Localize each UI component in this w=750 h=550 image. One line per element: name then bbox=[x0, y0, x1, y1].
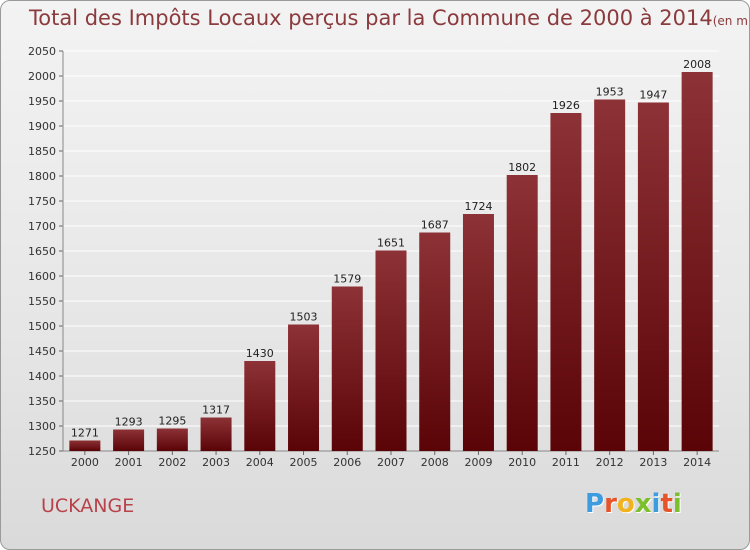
bar-2008 bbox=[419, 232, 451, 451]
x-tick-label: 2000 bbox=[71, 456, 99, 469]
bar-value-label: 1295 bbox=[158, 415, 186, 428]
bar-value-label: 1802 bbox=[508, 161, 536, 174]
bar-2013 bbox=[637, 102, 669, 451]
y-tick-label: 1800 bbox=[28, 170, 56, 183]
x-tick-label: 2007 bbox=[377, 456, 405, 469]
y-tick-label: 1650 bbox=[28, 245, 56, 258]
chart-title: Total des Impôts Locaux perçus par la Co… bbox=[29, 6, 750, 30]
logo-letter: i bbox=[651, 489, 661, 519]
y-tick-label: 1300 bbox=[28, 420, 56, 433]
bar-2003 bbox=[200, 417, 232, 451]
y-tick-label: 1500 bbox=[28, 320, 56, 333]
bar-2010 bbox=[506, 175, 538, 451]
x-tick-label: 2006 bbox=[333, 456, 361, 469]
bar-2000 bbox=[69, 440, 101, 451]
y-tick-label: 2000 bbox=[28, 70, 56, 83]
y-tick-label: 1250 bbox=[28, 445, 56, 458]
x-tick-label: 2014 bbox=[683, 456, 711, 469]
logo-letter: o bbox=[616, 489, 635, 519]
bar-value-label: 1579 bbox=[333, 273, 361, 286]
bar-value-label: 1953 bbox=[596, 86, 624, 99]
bar-value-label: 1687 bbox=[421, 219, 449, 232]
x-tick-label: 2004 bbox=[246, 456, 274, 469]
bar-2005 bbox=[288, 324, 320, 451]
bar-value-label: 1947 bbox=[639, 89, 667, 102]
y-tick-label: 1950 bbox=[28, 95, 56, 108]
bar-2007 bbox=[375, 250, 407, 451]
y-tick-label: 1850 bbox=[28, 145, 56, 158]
x-axis: 2000 2001 2002 2003 2004 2005 2006 2007 2008 2009… bbox=[71, 451, 711, 469]
bar-value-label: 1271 bbox=[71, 427, 99, 440]
chart-unit: (en milliers d'€) bbox=[712, 14, 750, 28]
bar-2012 bbox=[594, 99, 626, 451]
bar-2002 bbox=[156, 428, 188, 451]
bar-value-label: 1651 bbox=[377, 237, 405, 250]
x-tick-label: 2008 bbox=[421, 456, 449, 469]
x-tick-label: 2009 bbox=[464, 456, 492, 469]
x-tick-label: 2001 bbox=[115, 456, 143, 469]
y-tick-label: 1550 bbox=[28, 295, 56, 308]
bar-value-label: 1503 bbox=[290, 311, 318, 324]
x-tick-label: 2010 bbox=[508, 456, 536, 469]
bar-value-label: 1926 bbox=[552, 99, 580, 112]
y-tick-label: 1450 bbox=[28, 345, 56, 358]
x-tick-label: 2011 bbox=[552, 456, 580, 469]
y-tick-label: 1400 bbox=[28, 370, 56, 383]
x-tick-label: 2013 bbox=[639, 456, 667, 469]
logo-letter: x bbox=[634, 489, 652, 519]
bar-value-label: 1293 bbox=[115, 416, 143, 429]
logo-letter: r bbox=[604, 489, 617, 519]
x-tick-label: 2005 bbox=[290, 456, 318, 469]
bar-2001 bbox=[113, 429, 145, 451]
chart-title-text: Total des Impôts Locaux perçus par la Co… bbox=[29, 6, 713, 30]
bar-2004 bbox=[244, 361, 276, 451]
bar-value-label: 1317 bbox=[202, 404, 230, 417]
logo-letter: t bbox=[660, 489, 673, 519]
y-tick-label: 1350 bbox=[28, 395, 56, 408]
bar-2006 bbox=[331, 286, 363, 451]
bars: 1271 1293 1295 1317 1430 1503 1579 1651 1687 1724… bbox=[69, 58, 713, 451]
bar-value-label: 1724 bbox=[464, 200, 492, 213]
commune-name: UCKANGE bbox=[41, 495, 135, 517]
y-tick-label: 1600 bbox=[28, 270, 56, 283]
bar-value-label: 1430 bbox=[246, 347, 274, 360]
y-tick-label: 2050 bbox=[28, 45, 56, 58]
logo-letter: P bbox=[585, 489, 605, 519]
y-tick-label: 1700 bbox=[28, 220, 56, 233]
bar-2014 bbox=[681, 72, 713, 451]
bar-value-label: 2008 bbox=[683, 58, 711, 71]
x-tick-label: 2003 bbox=[202, 456, 230, 469]
bar-2011 bbox=[550, 113, 582, 451]
proxiti-logo[interactable]: Proxiti bbox=[585, 489, 682, 519]
x-tick-label: 2002 bbox=[158, 456, 186, 469]
logo-letter: i bbox=[672, 489, 682, 519]
x-tick-label: 2012 bbox=[596, 456, 624, 469]
bar-2009 bbox=[462, 214, 494, 451]
y-tick-label: 1900 bbox=[28, 120, 56, 133]
y-tick-label: 1750 bbox=[28, 195, 56, 208]
